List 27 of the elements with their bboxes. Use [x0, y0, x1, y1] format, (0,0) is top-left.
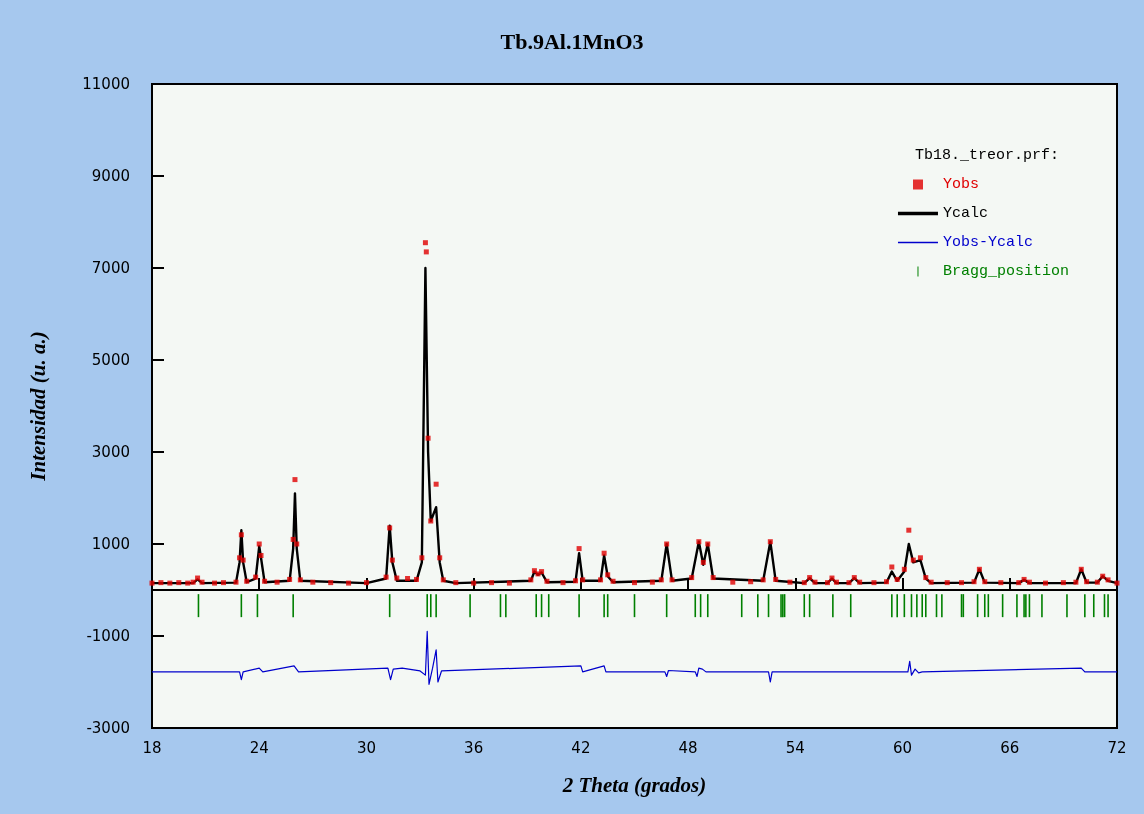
- y-tick-label: -1000: [86, 627, 130, 645]
- x-tick-label: 60: [893, 738, 913, 757]
- y-tick-label: -3000: [86, 719, 130, 737]
- x-tick-label: 24: [249, 738, 269, 757]
- x-tick-label: 30: [356, 738, 376, 757]
- line-series: [151, 630, 1118, 685]
- x-tick-label: 42: [571, 738, 591, 757]
- y-tick-label: 11000: [82, 75, 130, 93]
- x-axis-title: 2 Theta (grados): [561, 772, 707, 797]
- x-tick-label: 66: [1000, 738, 1020, 757]
- x-tick-label: 48: [678, 738, 698, 757]
- y-axis-title: Intensidad (u. a.): [25, 331, 50, 482]
- y-tick-label: 9000: [91, 167, 130, 185]
- x-tick-label: 72: [1107, 738, 1127, 757]
- y-tick-label: 3000: [91, 443, 130, 461]
- y-tick-label: 1000: [91, 535, 130, 553]
- legend-label: Yobs-Ycalc: [942, 234, 1033, 251]
- legend-label: Yobs: [942, 176, 979, 193]
- y-tick-label: 7000: [91, 259, 130, 277]
- legend-label: Ycalc: [942, 205, 988, 222]
- chart-title: Tb.9Al.1MnO3: [500, 28, 644, 54]
- legend-title: Tb18._treor.prf:: [914, 147, 1060, 164]
- x-tick-label: 54: [785, 738, 805, 757]
- x-tick-label: 18: [142, 738, 162, 757]
- y-tick-label: 5000: [91, 351, 130, 369]
- legend-label: Bragg_position: [942, 263, 1070, 280]
- x-tick-label: 36: [464, 738, 484, 757]
